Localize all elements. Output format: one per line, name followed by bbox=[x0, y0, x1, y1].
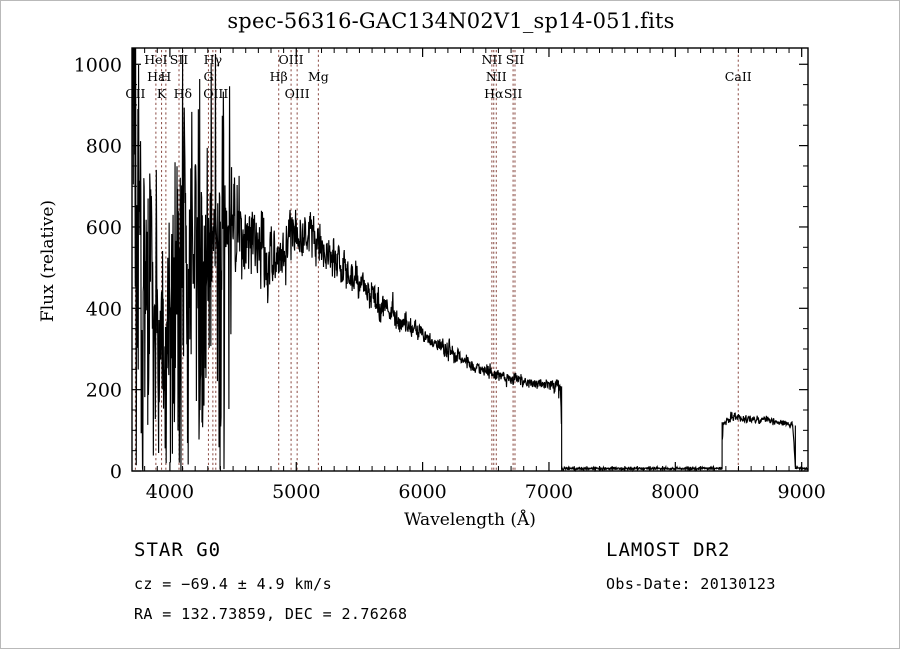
coordinates: RA = 132.73859, DEC = 2.76268 bbox=[134, 605, 408, 623]
spectral-line-label: Hα bbox=[484, 86, 504, 101]
spectral-line-label: Hβ bbox=[270, 69, 288, 84]
x-tick-label: 5000 bbox=[272, 481, 320, 503]
x-tick-label: 7000 bbox=[525, 481, 573, 503]
spectral-line-label: HeI bbox=[144, 52, 167, 67]
y-tick-label: 600 bbox=[86, 217, 122, 239]
y-axis-title: Flux (relative) bbox=[38, 200, 58, 322]
spectral-line-label: OIII bbox=[203, 86, 228, 101]
spectral-line-label: Hγ bbox=[204, 52, 222, 67]
object-class: STAR G0 bbox=[134, 539, 221, 561]
spectral-line-label: OIII bbox=[279, 52, 304, 67]
x-tick-label: 4000 bbox=[146, 481, 194, 503]
spectral-line-label: OII bbox=[125, 86, 145, 101]
spectrum-trace bbox=[132, 48, 808, 472]
y-tick-label: 0 bbox=[110, 461, 122, 483]
x-tick-label: 9000 bbox=[778, 481, 826, 503]
spectral-line-label: SII bbox=[504, 86, 523, 101]
redshift-velocity: cz = −69.4 ± 4.9 km/s bbox=[134, 575, 332, 593]
spectral-line-label: G bbox=[203, 69, 213, 84]
y-tick-label: 400 bbox=[86, 298, 122, 320]
x-axis-title: Wavelength (Å) bbox=[404, 509, 536, 530]
y-tick-label: 200 bbox=[86, 380, 122, 402]
spectral-line-label: Mg bbox=[308, 69, 329, 84]
spectral-line-label: OIII bbox=[285, 86, 310, 101]
spectral-line-label: Hδ bbox=[174, 86, 192, 101]
spectral-line-label: Hε bbox=[147, 69, 164, 84]
x-tick-label: 8000 bbox=[651, 481, 699, 503]
obs-date: Obs-Date: 20130123 bbox=[606, 575, 776, 593]
plot-frame bbox=[131, 47, 809, 472]
survey-name: LAMOST DR2 bbox=[606, 539, 730, 561]
y-tick-label: 1000 bbox=[74, 54, 122, 76]
x-tick-label: 6000 bbox=[398, 481, 446, 503]
spectral-line-label: CaII bbox=[725, 69, 752, 84]
spectral-line-label: SII bbox=[506, 52, 525, 67]
spectral-line-label: SII bbox=[170, 52, 189, 67]
page-title: spec-56316-GAC134N02V1_sp14-051.fits bbox=[227, 9, 675, 33]
spectral-line-label: H bbox=[160, 69, 171, 84]
spectral-line-label: K bbox=[157, 86, 167, 101]
x-tick-labels: 4000 5000 6000 7000 8000 9000 bbox=[146, 481, 826, 503]
spectral-line-label: NII bbox=[486, 69, 507, 84]
y-tick-label: 800 bbox=[86, 136, 122, 158]
spectral-line-label: NII bbox=[481, 52, 502, 67]
spectral-line-markers bbox=[134, 50, 739, 470]
y-tick-labels: 0 200 400 600 800 1000 bbox=[74, 54, 122, 483]
